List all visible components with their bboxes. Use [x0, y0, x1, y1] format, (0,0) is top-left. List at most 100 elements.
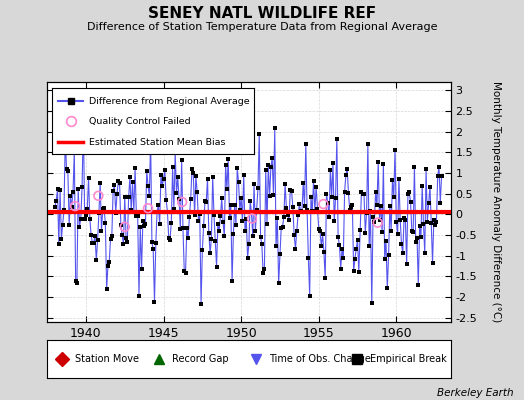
- Point: [270, 125, 279, 131]
- Point: [172, 190, 181, 196]
- Point: [333, 136, 341, 142]
- Text: Estimated Station Mean Bias: Estimated Station Mean Bias: [89, 138, 225, 147]
- Point: [176, 226, 184, 232]
- Point: [248, 215, 256, 222]
- Point: [77, 215, 85, 222]
- Point: [101, 220, 110, 227]
- Point: [107, 233, 116, 239]
- Point: [161, 167, 169, 174]
- Point: [372, 188, 380, 195]
- Point: [325, 214, 333, 221]
- Point: [106, 236, 115, 242]
- Point: [136, 224, 145, 230]
- Point: [91, 232, 99, 239]
- Point: [170, 206, 178, 212]
- Point: [326, 166, 334, 173]
- Point: [399, 250, 407, 256]
- Point: [122, 234, 130, 241]
- Point: [247, 210, 256, 216]
- Point: [331, 195, 340, 202]
- Point: [300, 203, 309, 209]
- Point: [411, 239, 420, 246]
- Point: [100, 205, 108, 212]
- Point: [428, 260, 436, 266]
- Point: [185, 214, 193, 220]
- Point: [419, 221, 428, 227]
- Point: [242, 216, 250, 223]
- Point: [314, 226, 323, 232]
- Point: [273, 215, 281, 222]
- Point: [137, 266, 146, 272]
- Point: [383, 285, 391, 292]
- Point: [377, 203, 385, 210]
- Point: [278, 224, 287, 230]
- Point: [402, 261, 411, 268]
- Text: Difference of Station Temperature Data from Regional Average: Difference of Station Temperature Data f…: [87, 22, 437, 32]
- Point: [281, 181, 289, 187]
- Point: [233, 164, 242, 171]
- Point: [63, 168, 72, 174]
- Point: [385, 252, 393, 259]
- Point: [261, 166, 270, 173]
- Point: [406, 199, 414, 205]
- Point: [181, 270, 190, 276]
- Point: [113, 191, 121, 198]
- Point: [373, 202, 381, 208]
- Point: [375, 217, 384, 223]
- Point: [305, 293, 314, 299]
- Point: [119, 241, 128, 247]
- Point: [228, 278, 236, 284]
- Point: [404, 191, 412, 197]
- Point: [134, 212, 142, 219]
- Point: [236, 207, 244, 214]
- Point: [410, 164, 419, 170]
- Point: [267, 164, 275, 171]
- Point: [148, 239, 156, 246]
- Point: [92, 257, 101, 263]
- Point: [290, 232, 298, 238]
- Point: [308, 208, 316, 214]
- Point: [95, 210, 103, 217]
- Point: [56, 187, 64, 194]
- Point: [150, 299, 159, 305]
- Point: [341, 189, 349, 195]
- Point: [283, 212, 292, 218]
- Point: [156, 221, 164, 227]
- Point: [287, 188, 296, 194]
- Point: [223, 186, 231, 193]
- Point: [295, 201, 303, 208]
- Point: [246, 197, 254, 204]
- Point: [251, 228, 259, 234]
- Point: [217, 195, 226, 202]
- Point: [374, 220, 382, 226]
- Point: [121, 193, 129, 200]
- Point: [151, 240, 160, 246]
- Point: [391, 146, 399, 153]
- Point: [297, 207, 305, 214]
- Point: [400, 214, 408, 221]
- Point: [165, 235, 173, 241]
- Point: [200, 223, 208, 229]
- Point: [99, 206, 107, 212]
- Point: [263, 221, 271, 227]
- Point: [427, 220, 435, 226]
- Point: [216, 212, 225, 219]
- Point: [128, 179, 137, 186]
- Point: [348, 202, 356, 208]
- Point: [395, 176, 403, 182]
- Point: [78, 184, 86, 190]
- Point: [351, 256, 359, 262]
- Point: [352, 246, 361, 252]
- Point: [222, 162, 230, 168]
- Point: [157, 172, 165, 178]
- Point: [432, 219, 441, 225]
- Point: [317, 243, 325, 250]
- Point: [414, 282, 422, 288]
- Text: Station Move: Station Move: [75, 354, 139, 364]
- Point: [374, 159, 383, 165]
- Point: [250, 181, 258, 187]
- Point: [319, 201, 328, 207]
- Point: [69, 188, 77, 195]
- Point: [304, 255, 313, 261]
- Point: [231, 202, 239, 209]
